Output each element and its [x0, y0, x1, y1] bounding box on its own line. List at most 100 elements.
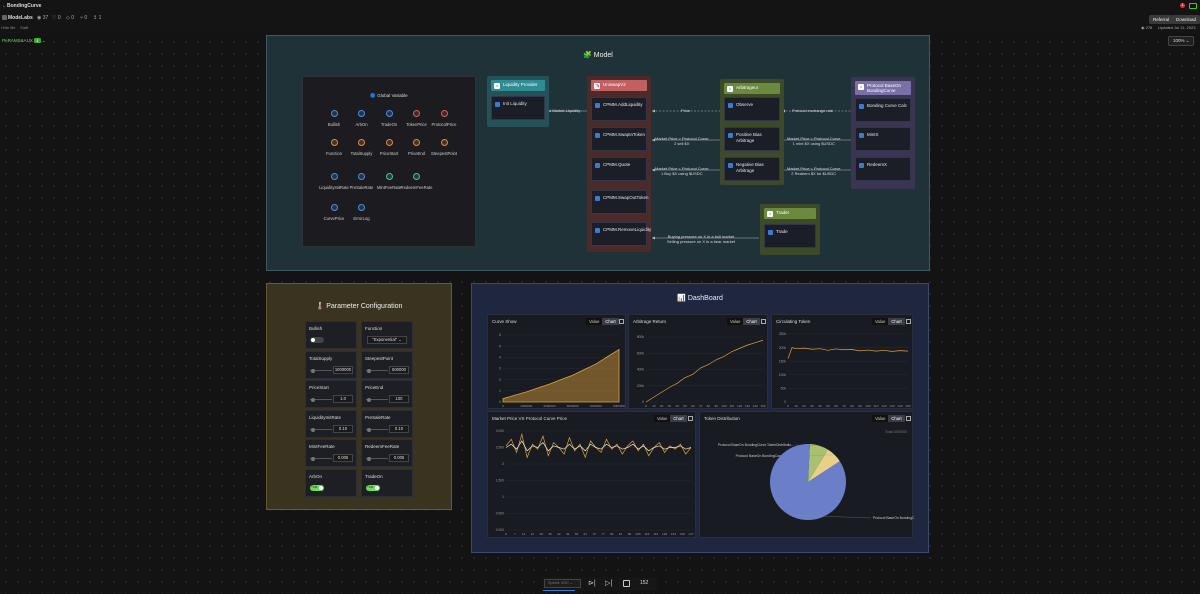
view-toggle[interactable]: Value Chart — [872, 318, 905, 325]
param-toggle[interactable]: True — [366, 484, 380, 491]
param-value-input[interactable]: 1.0 — [333, 395, 353, 403]
param-slider-knob[interactable] — [311, 368, 315, 373]
param-slider-track[interactable] — [366, 428, 388, 430]
chart-tab[interactable]: Chart — [670, 415, 687, 422]
param-slider-track[interactable] — [366, 399, 388, 400]
node-trader[interactable]: ⌂ Trader Trade — [760, 204, 820, 255]
value-tab[interactable]: Value — [654, 415, 671, 422]
global-var-tradeon[interactable]: TradeOn — [369, 110, 409, 127]
fn-positive-arb[interactable]: Positive Bias Arbitrage — [724, 127, 780, 151]
value-tab[interactable]: Value — [727, 318, 744, 325]
fn-bonding-curve-calc[interactable]: Bonding Curve Calc — [855, 98, 911, 122]
fn-swap-in[interactable]: CPMM.SwapInToken — [591, 127, 647, 151]
param-slider-track[interactable] — [310, 399, 332, 400]
fn-swap-out[interactable]: CPMM.SwapOutToken — [591, 190, 649, 214]
likes-stat[interactable]: ♡ 0 — [52, 15, 61, 21]
param-slider-knob[interactable] — [367, 398, 371, 402]
param-slider-track[interactable] — [310, 428, 332, 430]
param-slider-knob[interactable] — [367, 427, 371, 432]
global-var-tokenprice[interactable]: TokenPrice — [397, 110, 437, 127]
param-slider-knob[interactable] — [311, 398, 315, 402]
param-value-input[interactable]: 0.10 — [389, 424, 409, 433]
node-uniswap[interactable]: 🦄 UniswapV2 CPMM.AddLiquidity CPMM.SwapIn… — [587, 76, 651, 252]
share-stat[interactable]: ↥ 1 — [93, 15, 102, 21]
param-toggle[interactable] — [310, 337, 324, 343]
value-tab[interactable]: Value — [872, 318, 889, 325]
param-slider-track[interactable] — [366, 369, 388, 371]
param-toggle[interactable]: True — [310, 484, 324, 491]
global-var-totalsupply[interactable]: TotalSupply — [342, 139, 382, 156]
node-protocol[interactable]: ⌂ Protocol BaseOn BondingCurve Bonding Cu… — [851, 77, 915, 189]
global-var-priceend[interactable]: PriceEnd — [397, 139, 437, 156]
param-value-input[interactable]: 0.10 — [333, 424, 353, 433]
param-slider-track[interactable] — [310, 369, 332, 371]
value-tab[interactable]: Value — [872, 415, 889, 422]
expand-icon[interactable] — [761, 319, 766, 324]
step-icon[interactable]: ⊳| — [588, 580, 596, 587]
status-icon[interactable] — [1189, 3, 1197, 9]
global-var-steepestpoint[interactable]: SteepestPoint — [424, 139, 464, 156]
download-button[interactable]: Download — [1172, 15, 1200, 24]
global-var-mintfeerate[interactable]: MintFeeRate — [369, 173, 409, 190]
comments-stat[interactable]: ◇ 0 — [66, 15, 75, 21]
zoom-select[interactable]: 100% ⌄ — [1168, 36, 1194, 46]
views-stat[interactable]: ◉ 37 — [37, 15, 49, 21]
forks-stat[interactable]: ⑂ 0 — [80, 15, 88, 21]
staff-link[interactable]: Staff — [20, 25, 29, 30]
param-value-input[interactable]: 1000000 — [333, 365, 353, 374]
expand-icon[interactable] — [619, 319, 624, 324]
chart-tab[interactable]: Chart — [743, 318, 760, 325]
fn-add-liquidity[interactable]: CPMM.AddLiquidity — [591, 97, 647, 121]
skip-end-icon[interactable]: ▷| — [605, 580, 613, 587]
param-value-input[interactable]: 100 — [389, 395, 409, 403]
param-value-input[interactable]: 0.005 — [389, 454, 409, 462]
node-liquidity-provider[interactable]: ⌂ Liquidity Provider Init Liquidity — [487, 76, 549, 127]
node-arbitrageur[interactable]: ⌂ Arbitrageur Observe Positive Bias Arbit… — [720, 79, 784, 185]
param-slider-knob[interactable] — [311, 457, 315, 461]
param-slider-knob[interactable] — [367, 457, 371, 461]
fn-observe[interactable]: Observe — [724, 97, 780, 121]
view-toggle[interactable]: Value Chart — [586, 318, 619, 325]
global-var-bullish[interactable]: Bullish — [314, 110, 354, 127]
speed-select[interactable]: Speed: 5/20 ⌄ — [544, 579, 581, 588]
global-var-curveprice[interactable]: CurvePrice — [314, 204, 354, 221]
fn-remove-liquidity[interactable]: CPMM.RemoveLiquidity — [591, 222, 651, 246]
view-toggle[interactable]: Value Chart — [872, 415, 905, 422]
param-slider-track[interactable] — [310, 458, 332, 459]
param-slider-track[interactable] — [366, 458, 388, 459]
referral-button[interactable]: Referral — [1149, 15, 1174, 24]
global-var-redeemfeerate[interactable]: RedeemFeeRate — [397, 173, 437, 190]
view-toggle[interactable]: Value Chart — [654, 415, 687, 422]
global-var-protocolprice[interactable]: ProtocolPrice — [424, 110, 464, 127]
global-var-pricestart[interactable]: PriceStart — [369, 139, 409, 156]
global-var-presalerate[interactable]: PreSaleRate — [342, 173, 382, 190]
view-toggle[interactable]: Value Chart — [727, 318, 760, 325]
hide-file-link[interactable]: Hide file — [1, 25, 16, 30]
stop-icon[interactable] — [623, 580, 630, 587]
chart-tab[interactable]: Chart — [888, 318, 905, 325]
fn-quote[interactable]: CPMM.Quote — [591, 157, 647, 181]
params-aux-toggle[interactable]: PARAMS&AUX 1 ⌄ — [2, 38, 46, 44]
global-var-arbon[interactable]: ArbOn — [342, 110, 382, 127]
chart-tab[interactable]: Chart — [888, 415, 905, 422]
expand-icon[interactable] — [688, 416, 693, 421]
org-name[interactable]: ModeLabs — [8, 15, 33, 21]
param-select[interactable]: "Exponential" ⌄ — [367, 336, 407, 344]
global-var-liquidityinitrate[interactable]: LiquidityInitRate — [314, 173, 354, 190]
global-var-function[interactable]: Function — [314, 139, 354, 156]
chart-tab[interactable]: Chart — [602, 318, 619, 325]
fn-init-liquidity[interactable]: Init Liquidity — [491, 96, 545, 120]
fn-trade[interactable]: Trade — [764, 224, 816, 248]
param-value-input[interactable]: 500000 — [389, 365, 409, 374]
back-arrow-icon[interactable]: ← — [2, 3, 7, 9]
fn-negative-arb[interactable]: Negative Bias Arbitrage — [724, 157, 780, 181]
param-value-input[interactable]: 0.005 — [333, 454, 353, 462]
param-slider-knob[interactable] — [311, 427, 315, 432]
value-tab[interactable]: Value — [586, 318, 603, 325]
expand-icon[interactable] — [906, 416, 911, 421]
fn-redeem[interactable]: RedeemX — [855, 157, 911, 181]
notification-icon[interactable]: 1 — [1180, 3, 1185, 8]
expand-icon[interactable] — [906, 319, 911, 324]
param-slider-knob[interactable] — [367, 368, 371, 373]
global-var-errorlog[interactable]: ErrorLog — [342, 204, 382, 221]
